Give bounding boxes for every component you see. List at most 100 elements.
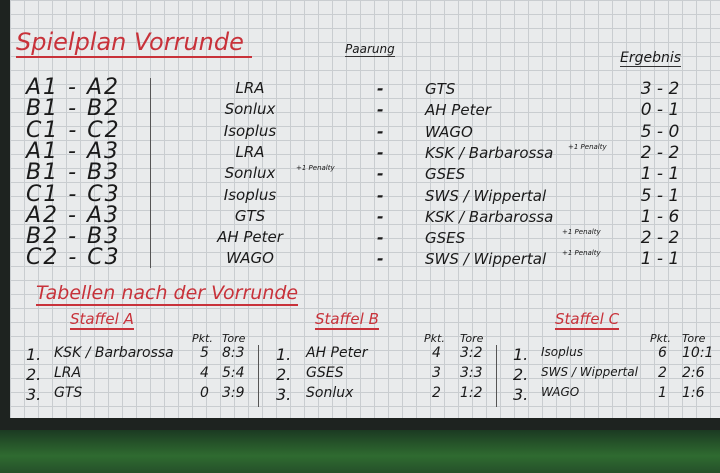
dash: -	[377, 164, 384, 184]
team-name: GTS	[54, 385, 83, 401]
away-team: SWS / Wippertal	[425, 250, 547, 269]
penalty-note: +1 Penalty	[296, 164, 335, 173]
points: 6	[658, 345, 667, 361]
goals-header: Tore	[222, 332, 246, 345]
group-name: Staffel C	[555, 310, 620, 330]
goals: 3:2	[460, 345, 483, 361]
match-code: C1 - C3	[26, 181, 121, 207]
home-team: Sonlux	[224, 164, 276, 183]
group-divider	[496, 345, 497, 407]
away-team: KSK / Barbarossa	[425, 207, 554, 226]
goals: 1:6	[682, 385, 705, 401]
match-code: B1 - B3	[26, 160, 121, 186]
rank: 1.	[513, 345, 529, 364]
goals: 10:1	[682, 345, 714, 361]
score: 1 - 1	[640, 164, 680, 185]
goals: 2:6	[682, 365, 705, 381]
dash: -	[377, 121, 384, 141]
points: 3	[432, 365, 441, 381]
away-team: WAGO	[425, 122, 473, 141]
page-title: Spielplan Vorrunde	[16, 28, 252, 58]
goals-header: Tore	[460, 332, 484, 345]
team-name: SWS / Wippertal	[541, 365, 638, 379]
points-header: Pkt.	[424, 332, 445, 345]
group-name: Staffel A	[70, 310, 134, 330]
result-header: Ergebnis	[620, 50, 682, 67]
team-name: Isoplus	[541, 345, 583, 359]
away-team: GSES	[425, 229, 466, 248]
home-team: WAGO	[226, 249, 274, 268]
score: 0 - 1	[640, 100, 680, 121]
goals-header: Tore	[682, 332, 706, 345]
rank: 1.	[26, 345, 42, 364]
score: 1 - 6	[640, 206, 680, 227]
rank: 3.	[276, 385, 292, 404]
points: 1	[658, 385, 667, 401]
team-name: LRA	[54, 365, 82, 381]
penalty-note: +1 Penalty	[562, 249, 601, 258]
home-team: LRA	[235, 79, 265, 97]
penalty-note: +1 Penalty	[568, 142, 607, 151]
points: 5	[200, 345, 209, 361]
match-code: B2 - B3	[26, 224, 121, 250]
rank: 2.	[276, 365, 292, 384]
goals: 1:2	[460, 385, 483, 401]
paper-sheet	[10, 0, 720, 418]
match-code: C1 - C2	[26, 117, 121, 143]
points: 4	[200, 365, 209, 381]
rank: 2.	[26, 365, 42, 384]
goals: 3:3	[460, 365, 483, 381]
rank: 1.	[276, 345, 292, 364]
dash: -	[377, 142, 384, 162]
group-divider	[258, 345, 259, 407]
match-code: A1 - A2	[26, 75, 121, 100]
points-header: Pkt.	[650, 332, 671, 345]
points: 4	[432, 345, 441, 361]
points-header: Pkt.	[192, 332, 213, 345]
dash: -	[377, 249, 384, 269]
score: 5 - 0	[640, 121, 680, 142]
tables-title: Tabellen nach der Vorrunde	[36, 282, 299, 306]
team-name: GSES	[306, 365, 344, 381]
group-name: Staffel B	[315, 310, 379, 330]
rank: 3.	[513, 385, 529, 404]
goals: 3:9	[222, 385, 245, 401]
goals: 5:4	[222, 365, 245, 381]
away-team: AH Peter	[425, 101, 491, 120]
away-team: KSK / Barbarossa	[425, 143, 554, 162]
home-team: Sonlux	[224, 100, 276, 119]
away-team: GTS	[425, 80, 456, 98]
score: 2 - 2	[640, 142, 680, 163]
rank: 3.	[26, 385, 42, 404]
points: 0	[200, 385, 209, 401]
dash: -	[377, 206, 384, 226]
team-name: Sonlux	[306, 385, 354, 401]
team-name: AH Peter	[306, 345, 368, 361]
dash: -	[377, 79, 384, 98]
goals: 8:3	[222, 345, 245, 361]
team-name: WAGO	[541, 385, 580, 399]
home-team: Isoplus	[223, 121, 277, 140]
dash: -	[377, 185, 384, 205]
home-team: AH Peter	[217, 228, 283, 247]
score: 3 - 2	[640, 79, 680, 99]
points: 2	[432, 385, 441, 401]
match-code: A2 - A3	[26, 202, 121, 228]
away-team: SWS / Wippertal	[425, 186, 547, 205]
score: 5 - 1	[640, 185, 680, 206]
points: 2	[658, 365, 667, 381]
home-team: GTS	[234, 206, 266, 225]
match-code: B1 - B2	[26, 96, 121, 122]
column-divider	[150, 78, 151, 268]
dash: -	[377, 100, 384, 120]
team-name: KSK / Barbarossa	[54, 345, 174, 361]
home-team: Isoplus	[223, 185, 277, 204]
away-team: GSES	[425, 165, 466, 184]
match-code: C2 - C3	[26, 245, 121, 271]
match-code: A1 - A3	[26, 138, 121, 164]
score: 1 - 1	[640, 249, 680, 270]
score: 2 - 2	[640, 228, 680, 249]
background-floor	[0, 430, 720, 473]
pairing-header: Paarung	[345, 42, 395, 57]
dash: -	[377, 228, 384, 248]
